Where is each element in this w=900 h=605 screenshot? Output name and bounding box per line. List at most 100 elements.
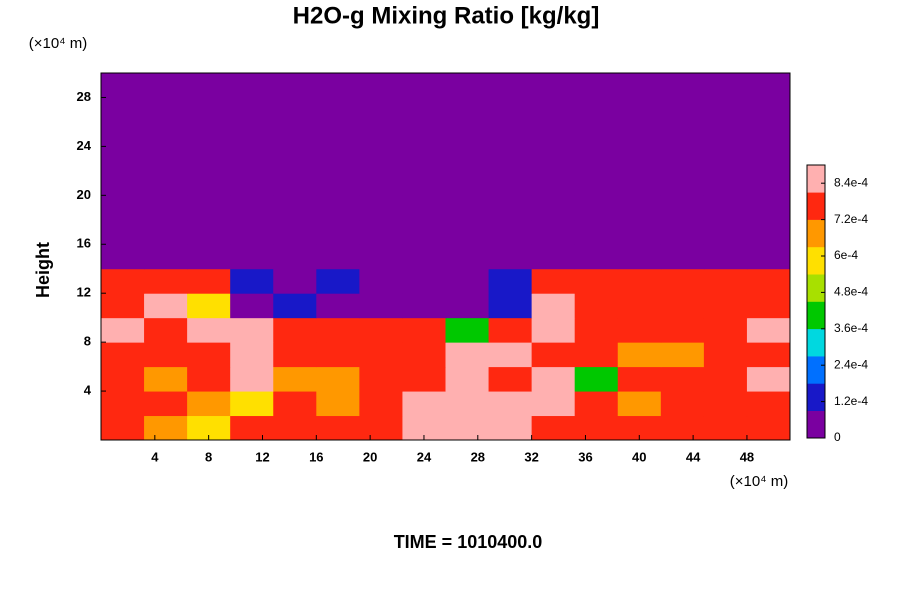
cell xyxy=(703,366,748,392)
cell xyxy=(488,366,533,392)
cell xyxy=(359,97,403,123)
cell xyxy=(402,293,446,319)
x-tick-label: 12 xyxy=(255,449,269,464)
cell xyxy=(359,121,403,147)
cell xyxy=(746,121,791,147)
cell xyxy=(144,415,188,441)
colorbar-tick-label: 0 xyxy=(834,430,841,444)
cell xyxy=(316,170,360,196)
x-tick-label: 24 xyxy=(417,449,432,464)
y-tick-label: 12 xyxy=(77,285,91,300)
cell xyxy=(273,415,317,441)
cell xyxy=(230,342,274,368)
cell xyxy=(316,73,360,98)
x-tick-label: 4 xyxy=(151,449,159,464)
colorbar-band xyxy=(807,165,825,193)
cell xyxy=(445,73,490,98)
cell xyxy=(187,391,231,417)
cell xyxy=(187,146,231,172)
cell xyxy=(703,391,748,417)
cell xyxy=(574,121,619,147)
y-tick-label: 8 xyxy=(84,334,91,349)
cell xyxy=(144,293,188,319)
cell xyxy=(273,244,317,270)
cell xyxy=(316,195,360,221)
colorbar-band xyxy=(807,246,825,275)
cell xyxy=(660,219,705,245)
cell xyxy=(230,146,274,172)
cell xyxy=(703,170,748,196)
cell xyxy=(273,195,317,221)
cell xyxy=(617,73,662,98)
cell xyxy=(617,342,662,368)
cell xyxy=(101,342,145,368)
cell xyxy=(445,366,490,392)
cell xyxy=(187,195,231,221)
cell xyxy=(316,97,360,123)
cell xyxy=(101,219,145,245)
cell xyxy=(230,391,274,417)
cell xyxy=(144,219,188,245)
cell xyxy=(660,121,705,147)
cell xyxy=(101,366,145,392)
cell xyxy=(574,317,619,343)
cell xyxy=(445,121,490,147)
cell xyxy=(402,268,446,294)
colorbar-frame xyxy=(806,164,826,439)
cell xyxy=(402,342,446,368)
cell xyxy=(101,97,145,123)
cell xyxy=(316,342,360,368)
cell xyxy=(273,121,317,147)
colorbar-band xyxy=(807,410,825,439)
cell xyxy=(402,391,446,417)
colorbar-tick-label: 2.4e-4 xyxy=(834,357,868,371)
cell xyxy=(187,73,231,98)
cell xyxy=(273,366,317,392)
cell xyxy=(574,195,619,221)
cell xyxy=(660,170,705,196)
cell xyxy=(445,244,490,270)
x-tick-label: 36 xyxy=(578,449,592,464)
cell xyxy=(703,317,748,343)
cell xyxy=(187,293,231,319)
cell xyxy=(101,146,145,172)
cell xyxy=(402,73,446,98)
cell xyxy=(230,415,274,441)
cell xyxy=(445,97,490,123)
cell xyxy=(359,366,403,392)
cell xyxy=(574,146,619,172)
colorbar-band xyxy=(807,219,825,248)
cell xyxy=(531,121,576,147)
colorbar-band xyxy=(807,192,825,220)
cell xyxy=(488,170,533,196)
cell xyxy=(488,342,533,368)
cell xyxy=(660,342,705,368)
cell xyxy=(617,391,662,417)
y-tick-label: 16 xyxy=(77,236,91,251)
x-tick-label: 16 xyxy=(309,449,323,464)
cell xyxy=(359,268,403,294)
x-tick-label: 44 xyxy=(686,449,701,464)
cell xyxy=(660,366,705,392)
cell xyxy=(144,146,188,172)
x-tick-label: 48 xyxy=(740,449,754,464)
cell xyxy=(144,342,188,368)
cell xyxy=(531,366,576,392)
cell xyxy=(574,415,619,441)
cell xyxy=(531,244,576,270)
cell xyxy=(574,244,619,270)
cell xyxy=(746,170,791,196)
cell xyxy=(359,195,403,221)
cell xyxy=(187,244,231,270)
cell xyxy=(574,219,619,245)
cell xyxy=(445,415,490,441)
y-tick-label: 28 xyxy=(77,89,91,104)
cell xyxy=(359,219,403,245)
cell xyxy=(531,195,576,221)
cell xyxy=(574,268,619,294)
cell xyxy=(316,268,360,294)
cell xyxy=(445,146,490,172)
cell xyxy=(230,121,274,147)
cell xyxy=(402,121,446,147)
